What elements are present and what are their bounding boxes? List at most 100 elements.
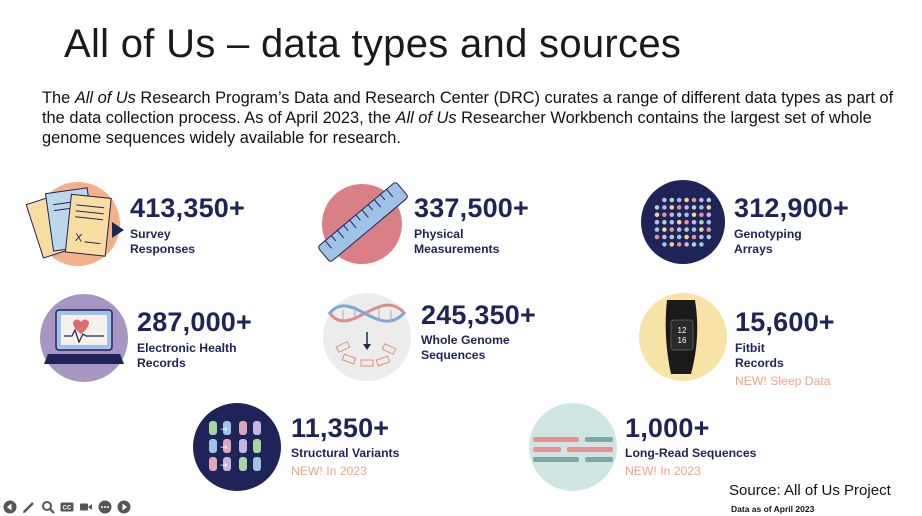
stat-label-line1: Physical (414, 227, 464, 241)
stat-value: 1,000+ (625, 413, 710, 443)
stat-label: Electronic Health Records (137, 341, 237, 371)
chromosome-segment (253, 439, 261, 453)
array-dot (684, 227, 689, 232)
ruler-icon (318, 182, 408, 264)
stat-label-line2: Records (137, 356, 186, 370)
stat-note: NEW! In 2023 (625, 464, 701, 478)
presentation-toolbar: CC (3, 500, 131, 514)
chromosome-segment (239, 421, 247, 435)
array-dot (669, 227, 675, 232)
stat-label-line2: Responses (130, 242, 196, 256)
array-dot (699, 219, 704, 225)
array-dot (691, 197, 697, 203)
video-icon[interactable] (79, 500, 93, 514)
arrow-icon: → (220, 425, 228, 435)
array-dot (676, 212, 682, 218)
dna-helix-icon (323, 293, 411, 381)
array-dot (691, 242, 697, 247)
arrow-icon: → (220, 443, 228, 453)
more-icon[interactable] (98, 500, 112, 514)
source-caption: Source: All of Us Project (729, 482, 891, 499)
array-dot (669, 242, 675, 247)
chromosome-segment (223, 439, 231, 453)
stat-label-line1: Structural Variants (291, 446, 400, 460)
array-dot (699, 227, 704, 232)
svg-text:CC: CC (63, 506, 72, 512)
stat-value: 337,500+ (414, 193, 529, 223)
intro-text-1: The (42, 89, 75, 107)
genotyping-array-icon (641, 180, 725, 264)
intro-emphasis-2: All of Us (395, 109, 457, 127)
chromosome-segment (223, 457, 231, 471)
array-dot (684, 242, 689, 247)
slide-title: All of Us – data types and sources (64, 22, 682, 66)
intro-emphasis-1: All of Us (74, 89, 136, 107)
array-dot (662, 219, 667, 225)
stat-label: Genotyping Arrays (734, 227, 802, 257)
array-dot (669, 205, 675, 210)
array-dot (699, 212, 704, 218)
array-dot (676, 205, 682, 210)
array-dot (676, 219, 682, 225)
stat-label-line1: Survey (130, 227, 171, 241)
array-dot (684, 212, 689, 218)
stat-label-line2: Measurements (414, 242, 500, 256)
array-dot (676, 242, 682, 247)
stat-value: 413,350+ (130, 193, 245, 223)
stat-label: Whole Genome Sequences (421, 333, 510, 363)
back-icon[interactable] (3, 500, 17, 514)
zoom-icon[interactable] (41, 500, 55, 514)
survey-papers-icon: X (25, 182, 124, 266)
stat-label-line2: Sequences (421, 348, 486, 362)
captions-icon[interactable]: CC (60, 500, 74, 514)
stat-value: 287,000+ (137, 307, 252, 337)
stat-value: 15,600+ (735, 307, 835, 337)
chromosome-segment (239, 457, 247, 471)
stat-label-line1: Genotyping (734, 227, 802, 241)
stat-label: Physical Measurements (414, 227, 499, 257)
array-dot (662, 227, 667, 232)
array-dot (691, 227, 697, 232)
array-dot (662, 242, 667, 247)
array-dot (684, 197, 689, 203)
array-dot (706, 227, 712, 232)
fitbit-time-hour: 12 (678, 326, 687, 335)
chromosome-segment (239, 439, 247, 453)
array-dot (662, 197, 667, 203)
array-dot (669, 197, 675, 203)
array-dot (699, 234, 704, 240)
array-dot (699, 205, 704, 210)
stat-label: Structural Variants (291, 446, 399, 461)
array-dot (654, 227, 660, 232)
array-dot (669, 219, 675, 225)
array-dot (699, 242, 704, 247)
long-read-icon (529, 403, 617, 491)
array-dot (691, 205, 697, 210)
array-dot (691, 219, 697, 225)
array-dot (684, 205, 689, 210)
fitbit-icon: 12 16 (639, 293, 727, 381)
array-dot (654, 212, 660, 218)
intro-text-2: Research Program’s Data and Research Cen… (42, 89, 894, 127)
stat-label-line1: Fitbit (735, 341, 765, 355)
array-dot (654, 219, 660, 225)
array-dot (706, 197, 712, 203)
array-dot (654, 234, 660, 240)
stat-label: Long-Read Sequences (625, 446, 756, 461)
chromosome-segment (223, 421, 231, 435)
chromosome-segment (209, 421, 217, 435)
array-dot (676, 234, 682, 240)
array-dot (662, 212, 667, 218)
array-dot (684, 234, 689, 240)
pen-icon[interactable] (22, 500, 36, 514)
chromosome-segment (253, 457, 261, 471)
chromosome-segment (209, 457, 217, 471)
array-dot (706, 219, 712, 225)
array-dot (669, 234, 675, 240)
array-dot (691, 212, 697, 218)
forward-icon[interactable] (117, 500, 131, 514)
laptop-ehr-icon (40, 294, 128, 382)
stat-label-line1: Whole Genome (421, 333, 510, 347)
svg-text:X: X (74, 232, 83, 245)
intro-text-3: Researcher Workbench contains the larges… (42, 109, 872, 147)
